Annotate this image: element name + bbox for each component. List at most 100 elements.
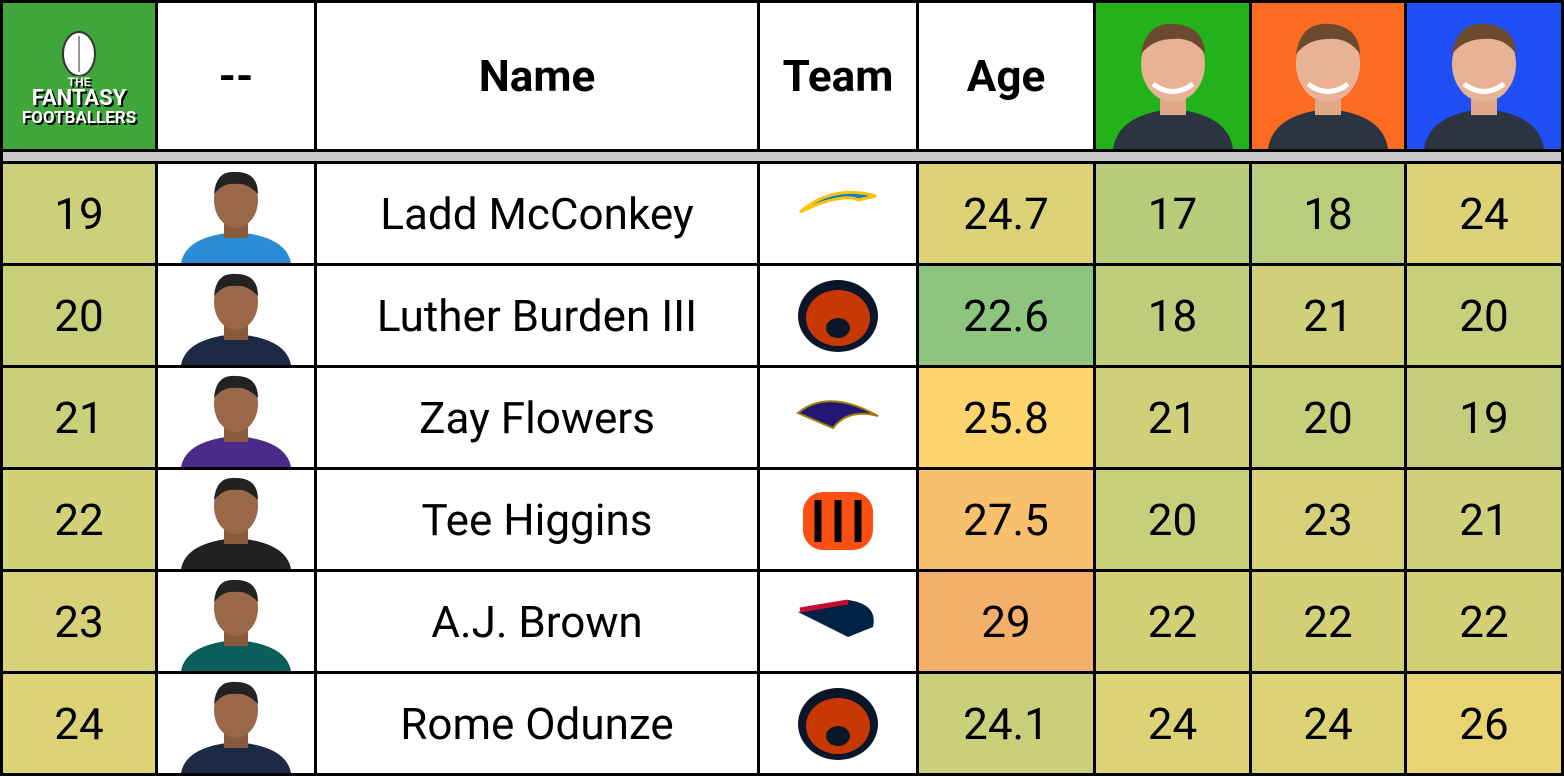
- header-cell: Team: [760, 3, 916, 149]
- age-cell: 24.1: [919, 674, 1093, 773]
- host-face: [1268, 23, 1388, 149]
- age: 24.1: [963, 697, 1049, 750]
- host-rank: 21: [1303, 289, 1353, 342]
- host-rank: 22: [1147, 595, 1198, 648]
- player-photo: [158, 368, 314, 467]
- column-header: Team: [782, 50, 894, 102]
- name-cell: Rome Odunze: [317, 674, 757, 773]
- column-header: Name: [478, 50, 596, 102]
- logo-text: FOOTBALLERS: [21, 107, 137, 128]
- rank-cell: 21: [3, 368, 155, 467]
- name-cell: Ladd McConkey: [317, 164, 757, 263]
- host-rank: 20: [1303, 391, 1353, 444]
- host-rank: 22: [1303, 595, 1353, 648]
- player-name: Rome Odunze: [400, 697, 674, 750]
- host-rank-cell: 22: [1252, 572, 1404, 671]
- host-rank: 21: [1459, 493, 1509, 546]
- rank-cell: 24: [3, 674, 155, 773]
- host-rank-cell: 18: [1252, 164, 1404, 263]
- rank-cell: 20: [3, 266, 155, 365]
- team-logo: [760, 674, 916, 773]
- host-rank-cell: 17: [1096, 164, 1249, 263]
- host-rank: 22: [1459, 595, 1509, 648]
- host-rank-cell: 24: [1252, 674, 1404, 773]
- host-photo: [1096, 3, 1249, 149]
- age-cell: 29: [919, 572, 1093, 671]
- team-logo-mark: [799, 190, 877, 213]
- team-logo-mark: [798, 279, 878, 352]
- team-logo: [760, 368, 916, 467]
- host-rank-cell: 23: [1252, 470, 1404, 569]
- player-name: Ladd McConkey: [380, 187, 694, 240]
- logo-text: FANTASY: [31, 85, 127, 111]
- rank: 19: [54, 187, 104, 240]
- host-rank-cell: 20: [1096, 470, 1249, 569]
- host-rank: 24: [1303, 697, 1353, 750]
- host-photo: [1407, 3, 1561, 149]
- rank-cell: 23: [3, 572, 155, 671]
- player-photo: [158, 266, 314, 365]
- host-rank: 21: [1147, 391, 1198, 444]
- host-rank-cell: 20: [1407, 266, 1561, 365]
- column-header: --: [218, 50, 254, 102]
- age-cell: 22.6: [919, 266, 1093, 365]
- host-rank-cell: 21: [1407, 470, 1561, 569]
- player-face: [181, 375, 291, 467]
- host-rank: 18: [1147, 289, 1198, 342]
- host-rank-cell: 19: [1407, 368, 1561, 467]
- rank: 24: [54, 697, 104, 750]
- player-photo: [158, 572, 314, 671]
- age-cell: 25.8: [919, 368, 1093, 467]
- age: 22.6: [963, 289, 1049, 342]
- player-face: [181, 477, 291, 569]
- host-rank-cell: 20: [1252, 368, 1404, 467]
- host-rank: 20: [1459, 289, 1509, 342]
- host-rank: 20: [1147, 493, 1198, 546]
- age: 27.5: [963, 493, 1049, 546]
- player-face: [181, 579, 291, 671]
- host-rank-cell: 18: [1096, 266, 1249, 365]
- player-photo: [158, 164, 314, 263]
- age-cell: 24.7: [919, 164, 1093, 263]
- host-rank: 17: [1147, 187, 1198, 240]
- rank-cell: 22: [3, 470, 155, 569]
- host-rank: 24: [1459, 187, 1509, 240]
- player-face: [181, 681, 291, 773]
- host-rank: 26: [1459, 697, 1509, 750]
- host-rank-cell: 21: [1252, 266, 1404, 365]
- team-logo-mark: [803, 491, 873, 550]
- name-cell: A.J. Brown: [317, 572, 757, 671]
- host-face: [1424, 23, 1544, 149]
- logo-ball: [62, 30, 96, 76]
- team-logo: [760, 266, 916, 365]
- logo-text: THE: [67, 74, 91, 89]
- host-rank: 23: [1303, 493, 1353, 546]
- rank: 22: [54, 493, 104, 546]
- host-photo: [1252, 3, 1404, 149]
- player-face: [181, 273, 291, 365]
- header-cell: Name: [317, 3, 757, 149]
- host-face: [1112, 23, 1233, 149]
- player-photo: [158, 674, 314, 773]
- host-rank-cell: 22: [1096, 572, 1249, 671]
- player-name: Luther Burden III: [376, 289, 698, 342]
- logo: THE FANTASY FOOTBALLERS: [3, 3, 155, 149]
- team-logo-mark: [798, 687, 878, 760]
- team-logo-mark: [796, 399, 879, 429]
- host-rank: 18: [1303, 187, 1353, 240]
- team-logo-mark: [798, 599, 874, 637]
- team-logo: [760, 470, 916, 569]
- team-logo: [760, 164, 916, 263]
- rank-cell: 19: [3, 164, 155, 263]
- host-rank-cell: 24: [1407, 164, 1561, 263]
- player-name: Tee Higgins: [421, 493, 653, 546]
- age-cell: 27.5: [919, 470, 1093, 569]
- column-header: Age: [966, 50, 1046, 102]
- player-name: Zay Flowers: [419, 391, 655, 444]
- rank: 23: [54, 595, 104, 648]
- rank: 21: [54, 391, 104, 444]
- player-photo: [158, 470, 314, 569]
- rank: 20: [54, 289, 104, 342]
- separator: [3, 152, 1561, 161]
